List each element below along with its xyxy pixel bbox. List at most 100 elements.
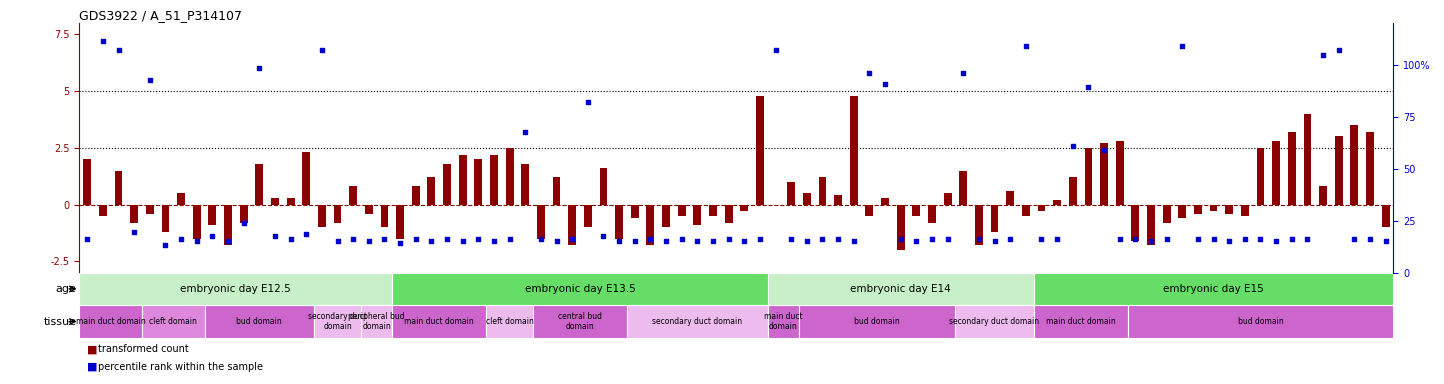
Bar: [334, 205, 341, 223]
Point: [718, 235, 741, 242]
Point: [732, 238, 755, 244]
Bar: [487, 305, 533, 338]
Bar: [1350, 125, 1359, 205]
Bar: [1006, 191, 1014, 205]
Bar: [725, 205, 732, 223]
Text: secondary duct
domain: secondary duct domain: [308, 312, 367, 331]
Bar: [443, 164, 451, 205]
Point: [1061, 142, 1084, 149]
Bar: [913, 205, 920, 216]
Point: [1093, 147, 1116, 153]
Bar: [412, 186, 420, 205]
Point: [75, 235, 98, 242]
Bar: [224, 205, 232, 245]
Point: [936, 235, 959, 242]
Bar: [1320, 186, 1327, 205]
Point: [1045, 235, 1069, 242]
Point: [1139, 238, 1162, 244]
Point: [544, 238, 567, 244]
Point: [388, 240, 412, 246]
Bar: [851, 96, 858, 205]
Point: [232, 220, 256, 226]
Bar: [956, 305, 1034, 338]
Bar: [142, 305, 205, 338]
Bar: [84, 159, 91, 205]
Point: [952, 70, 975, 76]
Bar: [256, 164, 263, 205]
Bar: [1382, 205, 1389, 227]
Point: [373, 235, 396, 242]
Point: [530, 235, 553, 242]
Point: [1123, 235, 1147, 242]
Point: [702, 238, 725, 244]
Text: secondary duct domain: secondary duct domain: [950, 317, 1040, 326]
Point: [357, 238, 380, 244]
Text: tissue: tissue: [43, 316, 77, 327]
Point: [1311, 52, 1334, 58]
Bar: [1288, 132, 1295, 205]
Point: [780, 235, 803, 242]
Point: [1295, 235, 1318, 242]
Point: [420, 238, 443, 244]
Bar: [365, 205, 373, 214]
Bar: [928, 205, 936, 223]
Point: [1327, 47, 1350, 53]
Text: peripheral bud
domain: peripheral bud domain: [348, 312, 404, 331]
Bar: [178, 193, 185, 205]
Point: [248, 65, 271, 71]
Bar: [1162, 205, 1171, 223]
Bar: [1116, 141, 1123, 205]
Bar: [396, 205, 404, 238]
Bar: [1304, 114, 1311, 205]
Text: ■: ■: [87, 362, 97, 372]
Point: [436, 235, 459, 242]
Bar: [1038, 205, 1045, 211]
Point: [123, 229, 146, 235]
Bar: [1226, 205, 1233, 214]
Point: [796, 238, 819, 244]
Point: [139, 77, 162, 83]
Point: [624, 238, 647, 244]
Bar: [533, 305, 627, 338]
Bar: [318, 205, 326, 227]
Bar: [240, 205, 247, 223]
Point: [670, 235, 693, 242]
Bar: [287, 198, 295, 205]
Point: [342, 235, 365, 242]
Bar: [114, 170, 123, 205]
Point: [404, 235, 427, 242]
Point: [295, 231, 318, 237]
Bar: [393, 305, 487, 338]
Bar: [799, 305, 956, 338]
Bar: [647, 205, 654, 245]
Text: main duct domain: main duct domain: [77, 317, 146, 326]
Bar: [787, 182, 796, 205]
Point: [748, 235, 771, 242]
Point: [1155, 235, 1178, 242]
Point: [638, 235, 661, 242]
Point: [185, 238, 208, 244]
Bar: [583, 205, 592, 227]
Point: [498, 235, 521, 242]
Bar: [768, 273, 1034, 305]
Point: [451, 238, 474, 244]
Point: [1217, 238, 1240, 244]
Bar: [1084, 148, 1092, 205]
Text: ■: ■: [87, 344, 97, 354]
Bar: [1178, 205, 1186, 218]
Bar: [631, 205, 638, 218]
Bar: [768, 305, 799, 338]
Point: [155, 242, 178, 248]
Bar: [208, 205, 217, 225]
Bar: [599, 168, 608, 205]
Bar: [1034, 273, 1393, 305]
Point: [890, 235, 913, 242]
Bar: [615, 205, 622, 238]
Point: [1187, 235, 1210, 242]
Point: [1249, 235, 1272, 242]
Bar: [881, 198, 890, 205]
Bar: [709, 205, 716, 216]
Point: [560, 235, 583, 242]
Bar: [349, 186, 357, 205]
Bar: [944, 193, 952, 205]
